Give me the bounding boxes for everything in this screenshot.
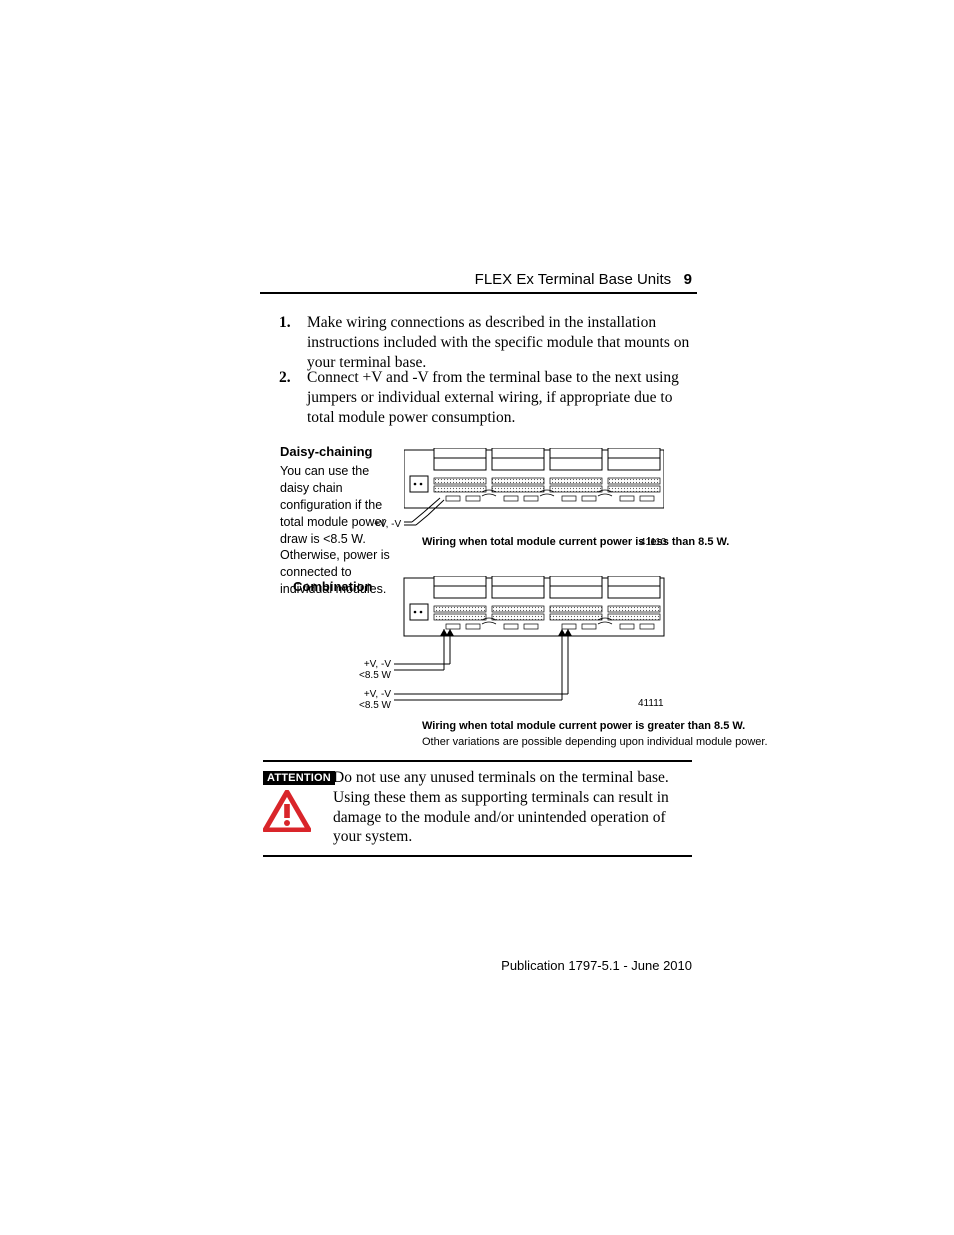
step-1-text: Make wiring connections as described in … xyxy=(307,313,692,372)
combo-watt-2: <8.5 W xyxy=(358,700,391,711)
running-header: FLEX Ex Terminal Base Units 9 xyxy=(475,271,692,288)
footer-label: Publication xyxy=(501,958,565,973)
footer: Publication 1797-5.1 - June 2010 xyxy=(501,958,692,973)
combo-heading: Combination xyxy=(293,579,372,594)
combo-vlabel-2: +V, -V xyxy=(361,689,391,700)
step-2: 2. Connect +V and -V from the terminal b… xyxy=(285,368,692,427)
step-2-num: 2. xyxy=(279,368,291,388)
header-title: FLEX Ex Terminal Base Units xyxy=(475,271,671,288)
combo-watt-1: <8.5 W xyxy=(358,670,391,681)
attention-label: ATTENTION xyxy=(263,771,335,785)
header-rule xyxy=(260,292,697,294)
combo-subcaption: Other variations are possible depending … xyxy=(422,736,768,748)
footer-value: 1797-5.1 - June 2010 xyxy=(568,958,692,973)
step-2-text: Connect +V and -V from the terminal base… xyxy=(307,368,692,427)
page-number: 9 xyxy=(684,271,692,288)
combo-vlabel-1: +V, -V xyxy=(361,659,391,670)
step-1-num: 1. xyxy=(279,313,291,333)
warning-icon xyxy=(263,790,311,832)
attention-badge: ATTENTION xyxy=(263,768,319,832)
attention-text: Do not use any unused terminals on the t… xyxy=(333,768,692,847)
daisy-figid: 41110 xyxy=(640,537,666,548)
daisy-diagram xyxy=(404,448,664,528)
page: FLEX Ex Terminal Base Units 9 1. Make wi… xyxy=(0,0,954,1235)
combo-figid: 41111 xyxy=(638,698,664,709)
attention-block: ATTENTION Do not use any unused terminal… xyxy=(263,760,692,857)
combo-caption: Wiring when total module current power i… xyxy=(422,720,745,732)
daisy-caption: Wiring when total module current power i… xyxy=(422,536,729,548)
daisy-heading: Daisy-chaining xyxy=(280,444,400,459)
step-1: 1. Make wiring connections as described … xyxy=(285,313,692,372)
daisy-vlabel: +V, -V xyxy=(374,519,401,530)
